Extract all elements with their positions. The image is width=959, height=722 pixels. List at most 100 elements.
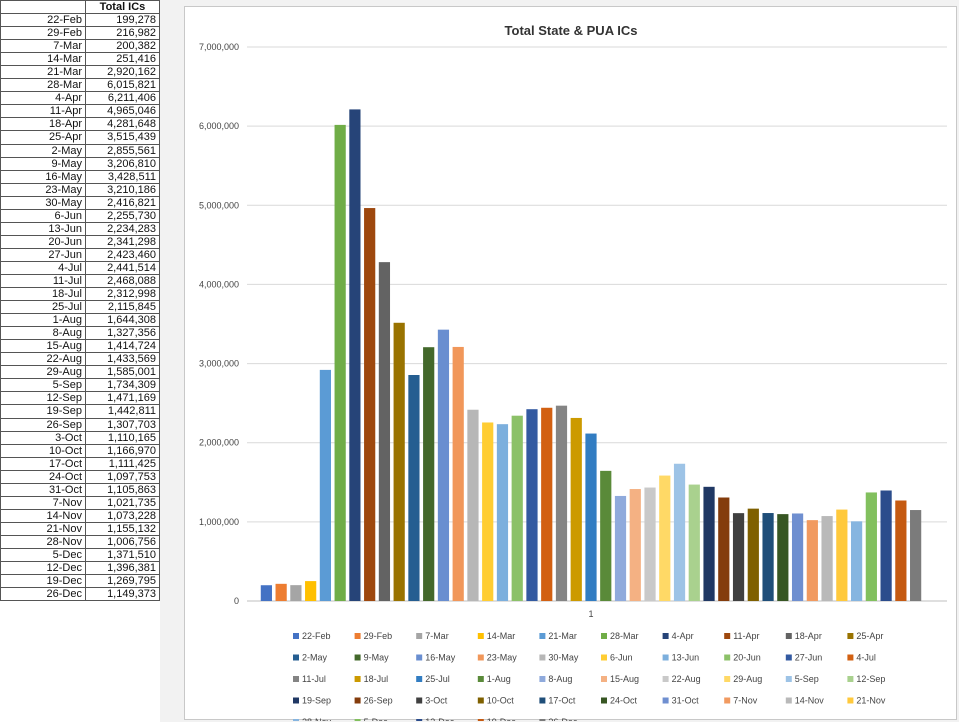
legend-item[interactable]: 20-Jun	[724, 653, 761, 663]
legend-item[interactable]: 25-Apr	[847, 631, 883, 641]
legend-item[interactable]: 19-Dec	[477, 717, 517, 721]
legend-item[interactable]: 22-Feb	[293, 631, 331, 641]
date-cell[interactable]: 18-Apr	[0, 117, 86, 132]
bar-9-May[interactable]	[423, 347, 435, 601]
date-cell[interactable]: 29-Aug	[0, 365, 86, 380]
bar-4-Apr[interactable]	[349, 109, 361, 601]
legend-item[interactable]: 9-May	[354, 653, 390, 663]
legend-item[interactable]: 1-Aug	[477, 674, 511, 684]
legend-item[interactable]: 28-Nov	[293, 717, 332, 721]
date-cell[interactable]: 4-Apr	[0, 91, 86, 106]
legend-item[interactable]: 11-Jul	[293, 674, 326, 684]
legend-item[interactable]: 19-Sep	[293, 696, 331, 706]
bar-6-Jun[interactable]	[482, 422, 494, 601]
bar-2-May[interactable]	[408, 375, 420, 601]
total-ics-cell[interactable]: 2,234,283	[85, 221, 160, 236]
legend-item[interactable]: 26-Sep	[354, 696, 393, 706]
date-cell[interactable]: 26-Dec	[0, 587, 86, 602]
legend-item[interactable]: 14-Nov	[785, 696, 825, 706]
date-cell[interactable]: 29-Feb	[0, 26, 86, 41]
header-cell-total[interactable]: Total ICs	[85, 0, 160, 15]
date-cell[interactable]: 22-Aug	[0, 352, 86, 367]
total-ics-cell[interactable]: 1,006,756	[85, 534, 160, 549]
date-cell[interactable]: 19-Dec	[0, 574, 86, 589]
total-ics-cell[interactable]: 2,423,460	[85, 247, 160, 262]
total-ics-cell[interactable]: 3,428,511	[85, 169, 160, 184]
bar-20-Jun[interactable]	[511, 415, 523, 601]
total-ics-cell[interactable]: 1,105,863	[85, 482, 160, 497]
legend-item[interactable]: 24-Oct	[601, 696, 638, 706]
total-ics-cell[interactable]: 1,073,228	[85, 508, 160, 523]
legend-item[interactable]: 23-May	[477, 653, 518, 663]
chart-area[interactable]: Total State & PUA ICs 0 1,000,000 2,000,00…	[184, 6, 957, 721]
bar-24-Oct[interactable]	[777, 514, 789, 601]
legend-item[interactable]: 13-Jun	[662, 653, 700, 663]
total-ics-cell[interactable]: 1,396,381	[85, 561, 160, 576]
date-cell[interactable]: 5-Sep	[0, 378, 86, 393]
total-ics-cell[interactable]: 4,965,046	[85, 104, 160, 119]
date-cell[interactable]: 21-Mar	[0, 65, 86, 80]
total-ics-cell[interactable]: 1,734,309	[85, 378, 160, 393]
legend-item[interactable]: 4-Apr	[662, 631, 694, 641]
total-ics-cell[interactable]: 3,515,439	[85, 130, 160, 145]
bar-28-Mar[interactable]	[334, 124, 346, 601]
legend-item[interactable]: 11-Apr	[724, 631, 760, 641]
legend-item[interactable]: 21-Mar	[539, 631, 577, 641]
date-cell[interactable]: 19-Sep	[0, 404, 86, 419]
legend-item[interactable]: 12-Dec	[416, 717, 455, 721]
date-cell[interactable]: 13-Jun	[0, 221, 86, 236]
total-ics-cell[interactable]: 2,115,845	[85, 300, 160, 315]
date-cell[interactable]: 18-Jul	[0, 287, 86, 302]
legend-item[interactable]: 29-Feb	[354, 631, 393, 641]
legend-item[interactable]: 18-Apr	[785, 631, 822, 641]
date-cell[interactable]: 23-May	[0, 182, 86, 197]
legend-item[interactable]: 22-Aug	[662, 674, 701, 684]
bar-3-Oct[interactable]	[732, 513, 745, 601]
total-ics-cell[interactable]: 1,433,569	[85, 352, 160, 367]
bar-29-Aug[interactable]	[659, 475, 671, 601]
total-ics-cell[interactable]: 4,281,648	[85, 117, 160, 132]
legend-item[interactable]: 31-Oct	[662, 696, 700, 706]
bar-29-Feb[interactable]	[275, 583, 287, 601]
date-cell[interactable]: 25-Jul	[0, 300, 86, 315]
legend-item[interactable]: 17-Oct	[539, 696, 576, 706]
bar-31-Oct[interactable]	[791, 513, 804, 601]
date-cell[interactable]: 11-Jul	[0, 273, 86, 289]
bar-27-Jun[interactable]	[526, 409, 538, 601]
total-ics-cell[interactable]: 6,211,406	[85, 91, 160, 106]
date-cell[interactable]: 7-Nov	[0, 495, 86, 510]
date-cell[interactable]: 8-Aug	[0, 326, 86, 341]
date-cell[interactable]: 20-Jun	[0, 234, 86, 249]
date-cell[interactable]: 7-Mar	[0, 39, 86, 54]
date-cell[interactable]: 25-Apr	[0, 130, 86, 145]
bar-21-Mar[interactable]	[319, 369, 331, 601]
legend-item[interactable]: 5-Dec	[354, 717, 389, 721]
total-ics-cell[interactable]: 1,111,425	[85, 456, 160, 471]
bar-8-Aug[interactable]	[614, 495, 627, 601]
total-ics-cell[interactable]: 2,468,088	[85, 273, 160, 289]
bar-25-Jul[interactable]	[585, 433, 597, 601]
total-ics-cell[interactable]: 2,341,298	[85, 234, 160, 249]
bar-4-Jul[interactable]	[541, 407, 553, 601]
bar-12-Dec[interactable]	[880, 490, 892, 601]
bar-19-Sep[interactable]	[703, 486, 715, 601]
bar-5-Dec[interactable]	[865, 492, 877, 601]
bar-26-Dec[interactable]	[910, 510, 922, 601]
total-ics-cell[interactable]: 216,982	[85, 26, 160, 41]
bar-10-Oct[interactable]	[747, 508, 759, 601]
date-cell[interactable]: 14-Nov	[0, 508, 86, 523]
total-ics-cell[interactable]: 1,021,735	[85, 495, 160, 510]
legend-item[interactable]: 7-Nov	[724, 696, 758, 706]
date-cell[interactable]: 22-Feb	[0, 13, 86, 28]
bar-5-Sep[interactable]	[673, 463, 686, 601]
date-cell[interactable]: 31-Oct	[0, 482, 86, 497]
date-cell[interactable]: 21-Nov	[0, 521, 86, 536]
bar-28-Nov[interactable]	[850, 521, 863, 601]
date-cell[interactable]: 9-May	[0, 156, 86, 171]
date-cell[interactable]: 5-Dec	[0, 547, 86, 563]
date-cell[interactable]: 10-Oct	[0, 443, 86, 458]
date-cell[interactable]: 14-Mar	[0, 52, 86, 67]
bar-16-May[interactable]	[437, 329, 450, 601]
total-ics-cell[interactable]: 200,382	[85, 39, 160, 54]
date-cell[interactable]: 28-Nov	[0, 534, 86, 549]
